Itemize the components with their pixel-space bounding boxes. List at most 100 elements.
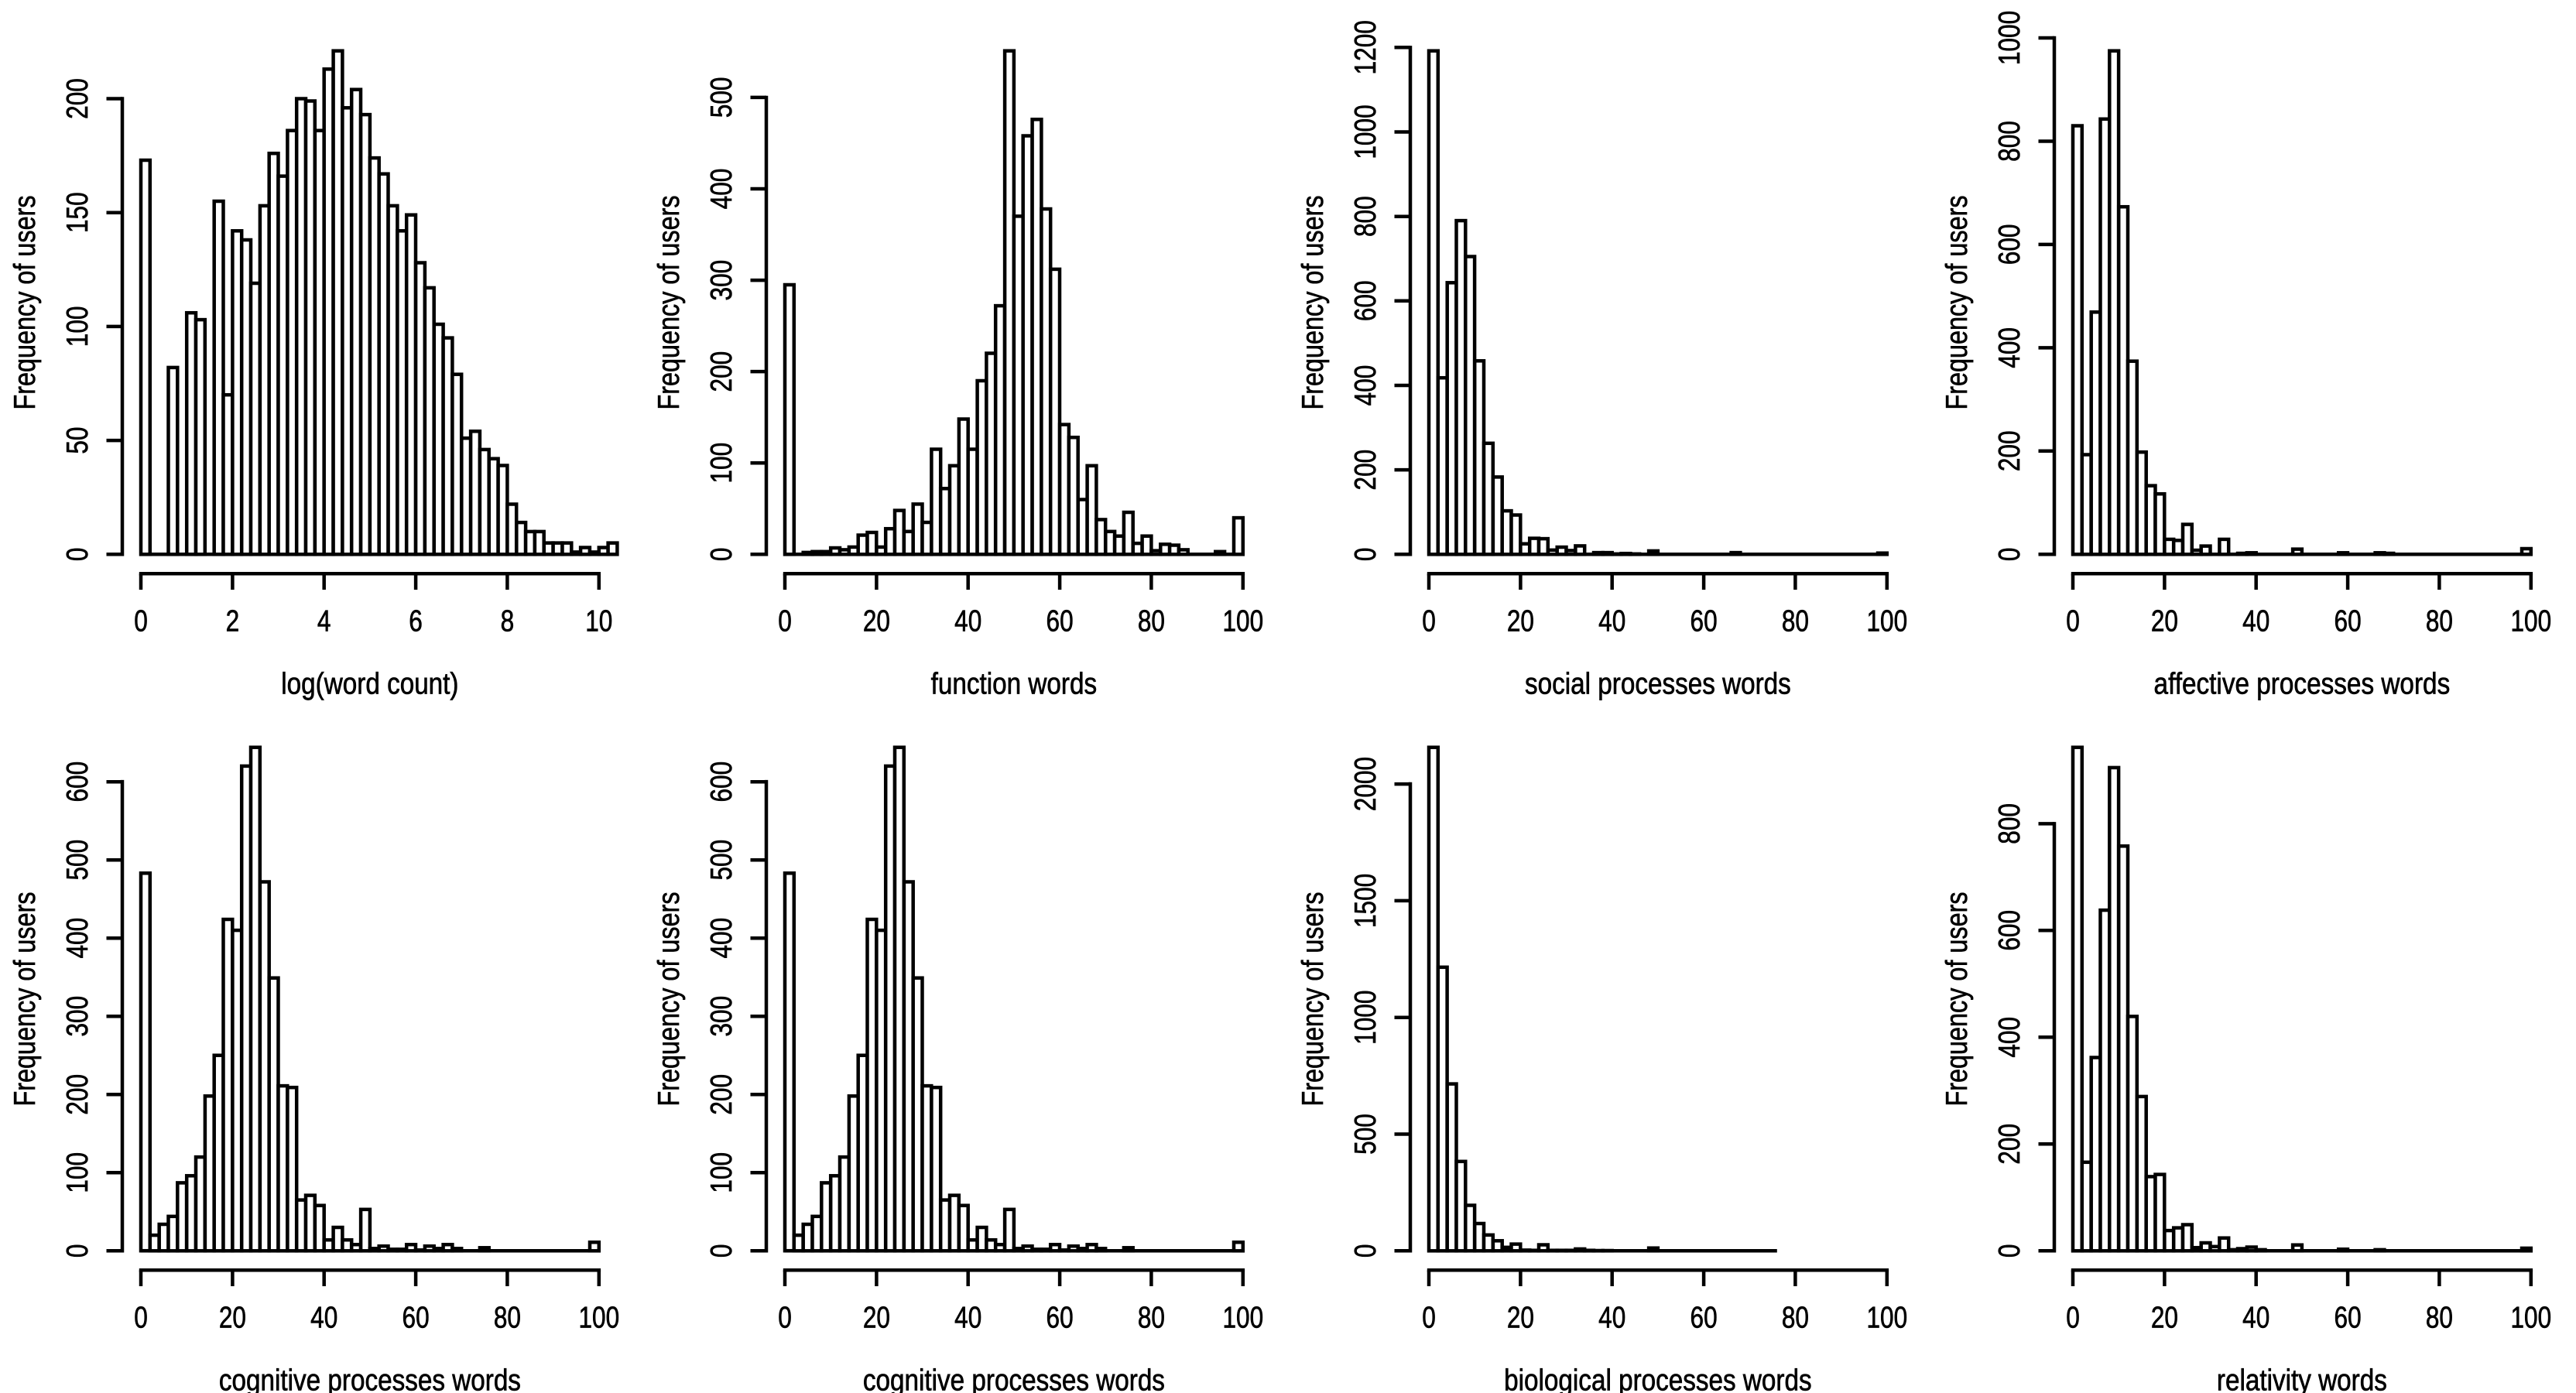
svg-text:biological processes words: biological processes words xyxy=(1504,1364,1812,1393)
svg-text:800: 800 xyxy=(1349,196,1382,237)
svg-text:400: 400 xyxy=(705,918,738,959)
svg-text:40: 40 xyxy=(1598,1302,1625,1335)
svg-text:0: 0 xyxy=(1993,548,2026,562)
svg-text:1000: 1000 xyxy=(1349,991,1382,1045)
svg-text:40: 40 xyxy=(310,1302,337,1335)
svg-text:600: 600 xyxy=(1349,280,1382,321)
svg-text:100: 100 xyxy=(578,1302,619,1335)
svg-text:0: 0 xyxy=(778,605,792,638)
svg-text:6: 6 xyxy=(409,605,423,638)
svg-text:2000: 2000 xyxy=(1349,757,1382,811)
svg-text:0: 0 xyxy=(1349,548,1382,562)
svg-text:200: 200 xyxy=(61,1074,94,1115)
svg-text:20: 20 xyxy=(863,1302,890,1335)
svg-text:Frequency of users: Frequency of users xyxy=(653,892,686,1106)
svg-text:200: 200 xyxy=(1349,450,1382,491)
svg-text:200: 200 xyxy=(61,78,94,119)
svg-text:300: 300 xyxy=(61,996,94,1037)
svg-text:200: 200 xyxy=(705,351,738,392)
svg-text:80: 80 xyxy=(2426,1302,2453,1335)
svg-text:40: 40 xyxy=(954,1302,981,1335)
svg-text:relativity words: relativity words xyxy=(2217,1364,2387,1393)
svg-text:cognitive processes words: cognitive processes words xyxy=(863,1364,1165,1393)
svg-text:0: 0 xyxy=(1993,1244,2026,1258)
svg-text:affective processes words: affective processes words xyxy=(2154,667,2451,700)
svg-text:0: 0 xyxy=(705,1244,738,1258)
svg-text:Frequency of users: Frequency of users xyxy=(1941,195,1974,409)
svg-text:60: 60 xyxy=(1690,605,1718,638)
svg-text:40: 40 xyxy=(2242,605,2269,638)
svg-text:4: 4 xyxy=(317,605,331,638)
svg-text:1000: 1000 xyxy=(1349,104,1382,159)
svg-text:300: 300 xyxy=(705,996,738,1037)
svg-text:400: 400 xyxy=(1993,327,2026,368)
svg-text:20: 20 xyxy=(1507,605,1534,638)
svg-text:Frequency of users: Frequency of users xyxy=(1297,892,1330,1106)
svg-text:0: 0 xyxy=(134,1302,148,1335)
svg-text:500: 500 xyxy=(705,840,738,881)
svg-text:social processes words: social processes words xyxy=(1525,667,1791,700)
svg-text:100: 100 xyxy=(2510,1302,2551,1335)
svg-text:100: 100 xyxy=(1222,1302,1263,1335)
svg-text:0: 0 xyxy=(705,548,738,562)
svg-text:80: 80 xyxy=(1782,605,1809,638)
svg-text:function words: function words xyxy=(931,667,1098,700)
svg-text:60: 60 xyxy=(2334,1302,2362,1335)
svg-text:20: 20 xyxy=(863,605,890,638)
svg-text:100: 100 xyxy=(1866,605,1907,638)
svg-text:8: 8 xyxy=(501,605,515,638)
svg-text:20: 20 xyxy=(1507,1302,1534,1335)
svg-text:100: 100 xyxy=(61,1152,94,1193)
svg-text:Frequency of users: Frequency of users xyxy=(1297,195,1330,409)
svg-text:150: 150 xyxy=(61,192,94,233)
svg-text:log(word count): log(word count) xyxy=(281,667,458,700)
svg-text:600: 600 xyxy=(705,762,738,803)
svg-text:1500: 1500 xyxy=(1349,874,1382,928)
svg-text:60: 60 xyxy=(2334,605,2362,638)
svg-text:300: 300 xyxy=(705,260,738,301)
svg-text:40: 40 xyxy=(1598,605,1625,638)
svg-text:0: 0 xyxy=(134,605,148,638)
svg-text:100: 100 xyxy=(2510,605,2551,638)
svg-text:80: 80 xyxy=(1138,1302,1165,1335)
svg-text:800: 800 xyxy=(1993,803,2026,844)
svg-text:60: 60 xyxy=(1046,605,1074,638)
svg-text:0: 0 xyxy=(1422,1302,1436,1335)
svg-text:20: 20 xyxy=(2151,1302,2178,1335)
svg-text:600: 600 xyxy=(1993,224,2026,265)
svg-text:200: 200 xyxy=(705,1074,738,1115)
svg-text:100: 100 xyxy=(705,1152,738,1193)
svg-text:500: 500 xyxy=(705,77,738,118)
svg-text:500: 500 xyxy=(61,840,94,881)
svg-text:1000: 1000 xyxy=(1993,11,2026,65)
svg-text:Frequency of users: Frequency of users xyxy=(9,892,42,1106)
svg-text:50: 50 xyxy=(61,427,94,454)
svg-text:0: 0 xyxy=(2066,605,2080,638)
svg-text:0: 0 xyxy=(1349,1244,1382,1258)
svg-text:10: 10 xyxy=(585,605,612,638)
svg-text:200: 200 xyxy=(1993,1124,2026,1165)
svg-text:Frequency of users: Frequency of users xyxy=(653,195,686,409)
svg-text:0: 0 xyxy=(2066,1302,2080,1335)
svg-text:400: 400 xyxy=(1993,1017,2026,1058)
svg-text:40: 40 xyxy=(954,605,981,638)
svg-text:60: 60 xyxy=(402,1302,430,1335)
svg-text:20: 20 xyxy=(2151,605,2178,638)
svg-text:cognitive processes words: cognitive processes words xyxy=(219,1364,521,1393)
svg-text:500: 500 xyxy=(1349,1114,1382,1155)
svg-text:600: 600 xyxy=(1993,910,2026,951)
svg-text:60: 60 xyxy=(1690,1302,1718,1335)
svg-text:200: 200 xyxy=(1993,430,2026,471)
svg-text:400: 400 xyxy=(705,169,738,210)
svg-text:2: 2 xyxy=(226,605,240,638)
svg-text:60: 60 xyxy=(1046,1302,1074,1335)
svg-text:800: 800 xyxy=(1993,121,2026,162)
svg-text:100: 100 xyxy=(61,306,94,347)
svg-text:80: 80 xyxy=(494,1302,521,1335)
svg-text:80: 80 xyxy=(1782,1302,1809,1335)
svg-text:0: 0 xyxy=(1422,605,1436,638)
svg-text:400: 400 xyxy=(1349,365,1382,406)
svg-text:1200: 1200 xyxy=(1349,20,1382,74)
svg-text:0: 0 xyxy=(778,1302,792,1335)
svg-text:80: 80 xyxy=(1138,605,1165,638)
